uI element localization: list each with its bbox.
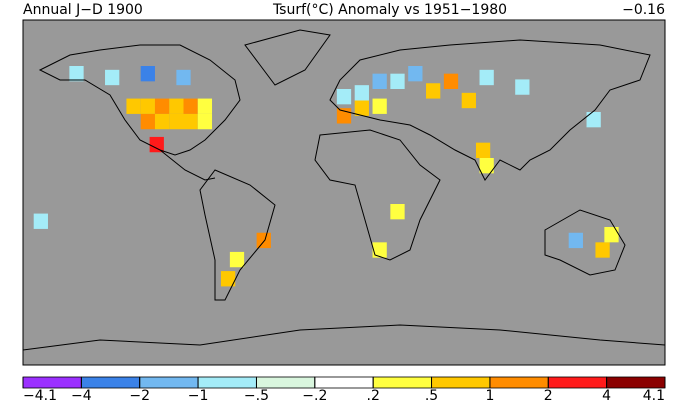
anomaly-cell: [372, 73, 387, 89]
anomaly-cell: [169, 98, 184, 114]
anomaly-cell: [568, 232, 583, 249]
colorbar-label: 4: [602, 388, 611, 403]
anomaly-cell: [586, 112, 601, 128]
anomaly-cell: [197, 98, 213, 114]
title-center: Tsurf(°C) Anomaly vs 1951−1980: [272, 2, 507, 18]
colorbar-segment: [431, 376, 491, 389]
colorbar-segment: [547, 376, 608, 389]
anomaly-cell: [154, 113, 170, 130]
colorbar-label: −4: [71, 388, 92, 403]
anomaly-cell: [479, 158, 494, 174]
colorbar-segment: [80, 376, 141, 389]
anomaly-cell: [426, 83, 441, 99]
anomaly-cell: [105, 69, 120, 86]
title-left: Annual J−D 1900: [23, 2, 143, 18]
colorbar-segment: [197, 376, 257, 389]
colorbar-label: 1: [485, 388, 494, 403]
colorbar-segment: [372, 376, 432, 389]
anomaly-cell: [604, 227, 619, 243]
anomaly-cell: [372, 98, 387, 114]
anomaly-cell: [169, 113, 184, 130]
anomaly-cell: [372, 242, 387, 258]
anomaly-cell: [256, 232, 271, 249]
colorbar-segment: [606, 376, 666, 389]
anomaly-cell: [443, 73, 459, 89]
colorbar-segment: [139, 376, 199, 389]
anomaly-cell: [183, 113, 198, 130]
colorbar-segment: [314, 376, 374, 389]
anomaly-cell: [140, 66, 155, 82]
anomaly-cell: [515, 79, 530, 95]
anomaly-cell: [229, 251, 245, 268]
anomaly-cell: [354, 100, 369, 116]
colorbar-label: 4.1: [643, 388, 665, 403]
map-background: [23, 20, 665, 365]
colorbar-label: −4.1: [23, 388, 57, 403]
anomaly-cell: [336, 89, 352, 105]
anomaly-cell: [390, 204, 405, 220]
colorbar-label: −.5: [244, 388, 269, 403]
anomaly-cell: [390, 73, 405, 89]
title-right: −0.16: [622, 2, 665, 18]
anomaly-cell: [595, 242, 610, 258]
coastlines: [22, 29, 666, 351]
anomaly-cell: [140, 98, 155, 114]
anomaly-cell: [479, 69, 494, 86]
anomaly-cell: [33, 213, 48, 229]
anomaly-cell: [183, 98, 198, 114]
anomaly-cell: [475, 142, 491, 158]
colorbar-label: .5: [425, 388, 438, 403]
anomaly-cell: [408, 66, 423, 82]
anomaly-cell: [176, 69, 191, 86]
colorbar-segment: [489, 376, 549, 389]
anomaly-cell: [220, 271, 236, 287]
anomaly-cell: [69, 66, 84, 82]
colorbar-label: −2: [129, 388, 150, 403]
colorbar-label: 2: [544, 388, 553, 403]
anomaly-cell: [154, 98, 170, 114]
anomaly-cell: [461, 92, 476, 109]
colorbar-label: −.2: [302, 388, 327, 403]
colorbar-segment: [256, 376, 316, 389]
colorbar-segment: [22, 376, 82, 389]
anomaly-cell: [149, 136, 164, 153]
colorbar-label: −1: [188, 388, 209, 403]
anomaly-cell: [336, 108, 352, 124]
anomaly-cell: [197, 113, 213, 130]
map-frame: [22, 19, 666, 366]
anomaly-cell: [354, 85, 369, 101]
anomaly-cell: [140, 113, 155, 130]
colorbar-label: .2: [367, 388, 380, 403]
anomaly-cell: [126, 98, 141, 114]
